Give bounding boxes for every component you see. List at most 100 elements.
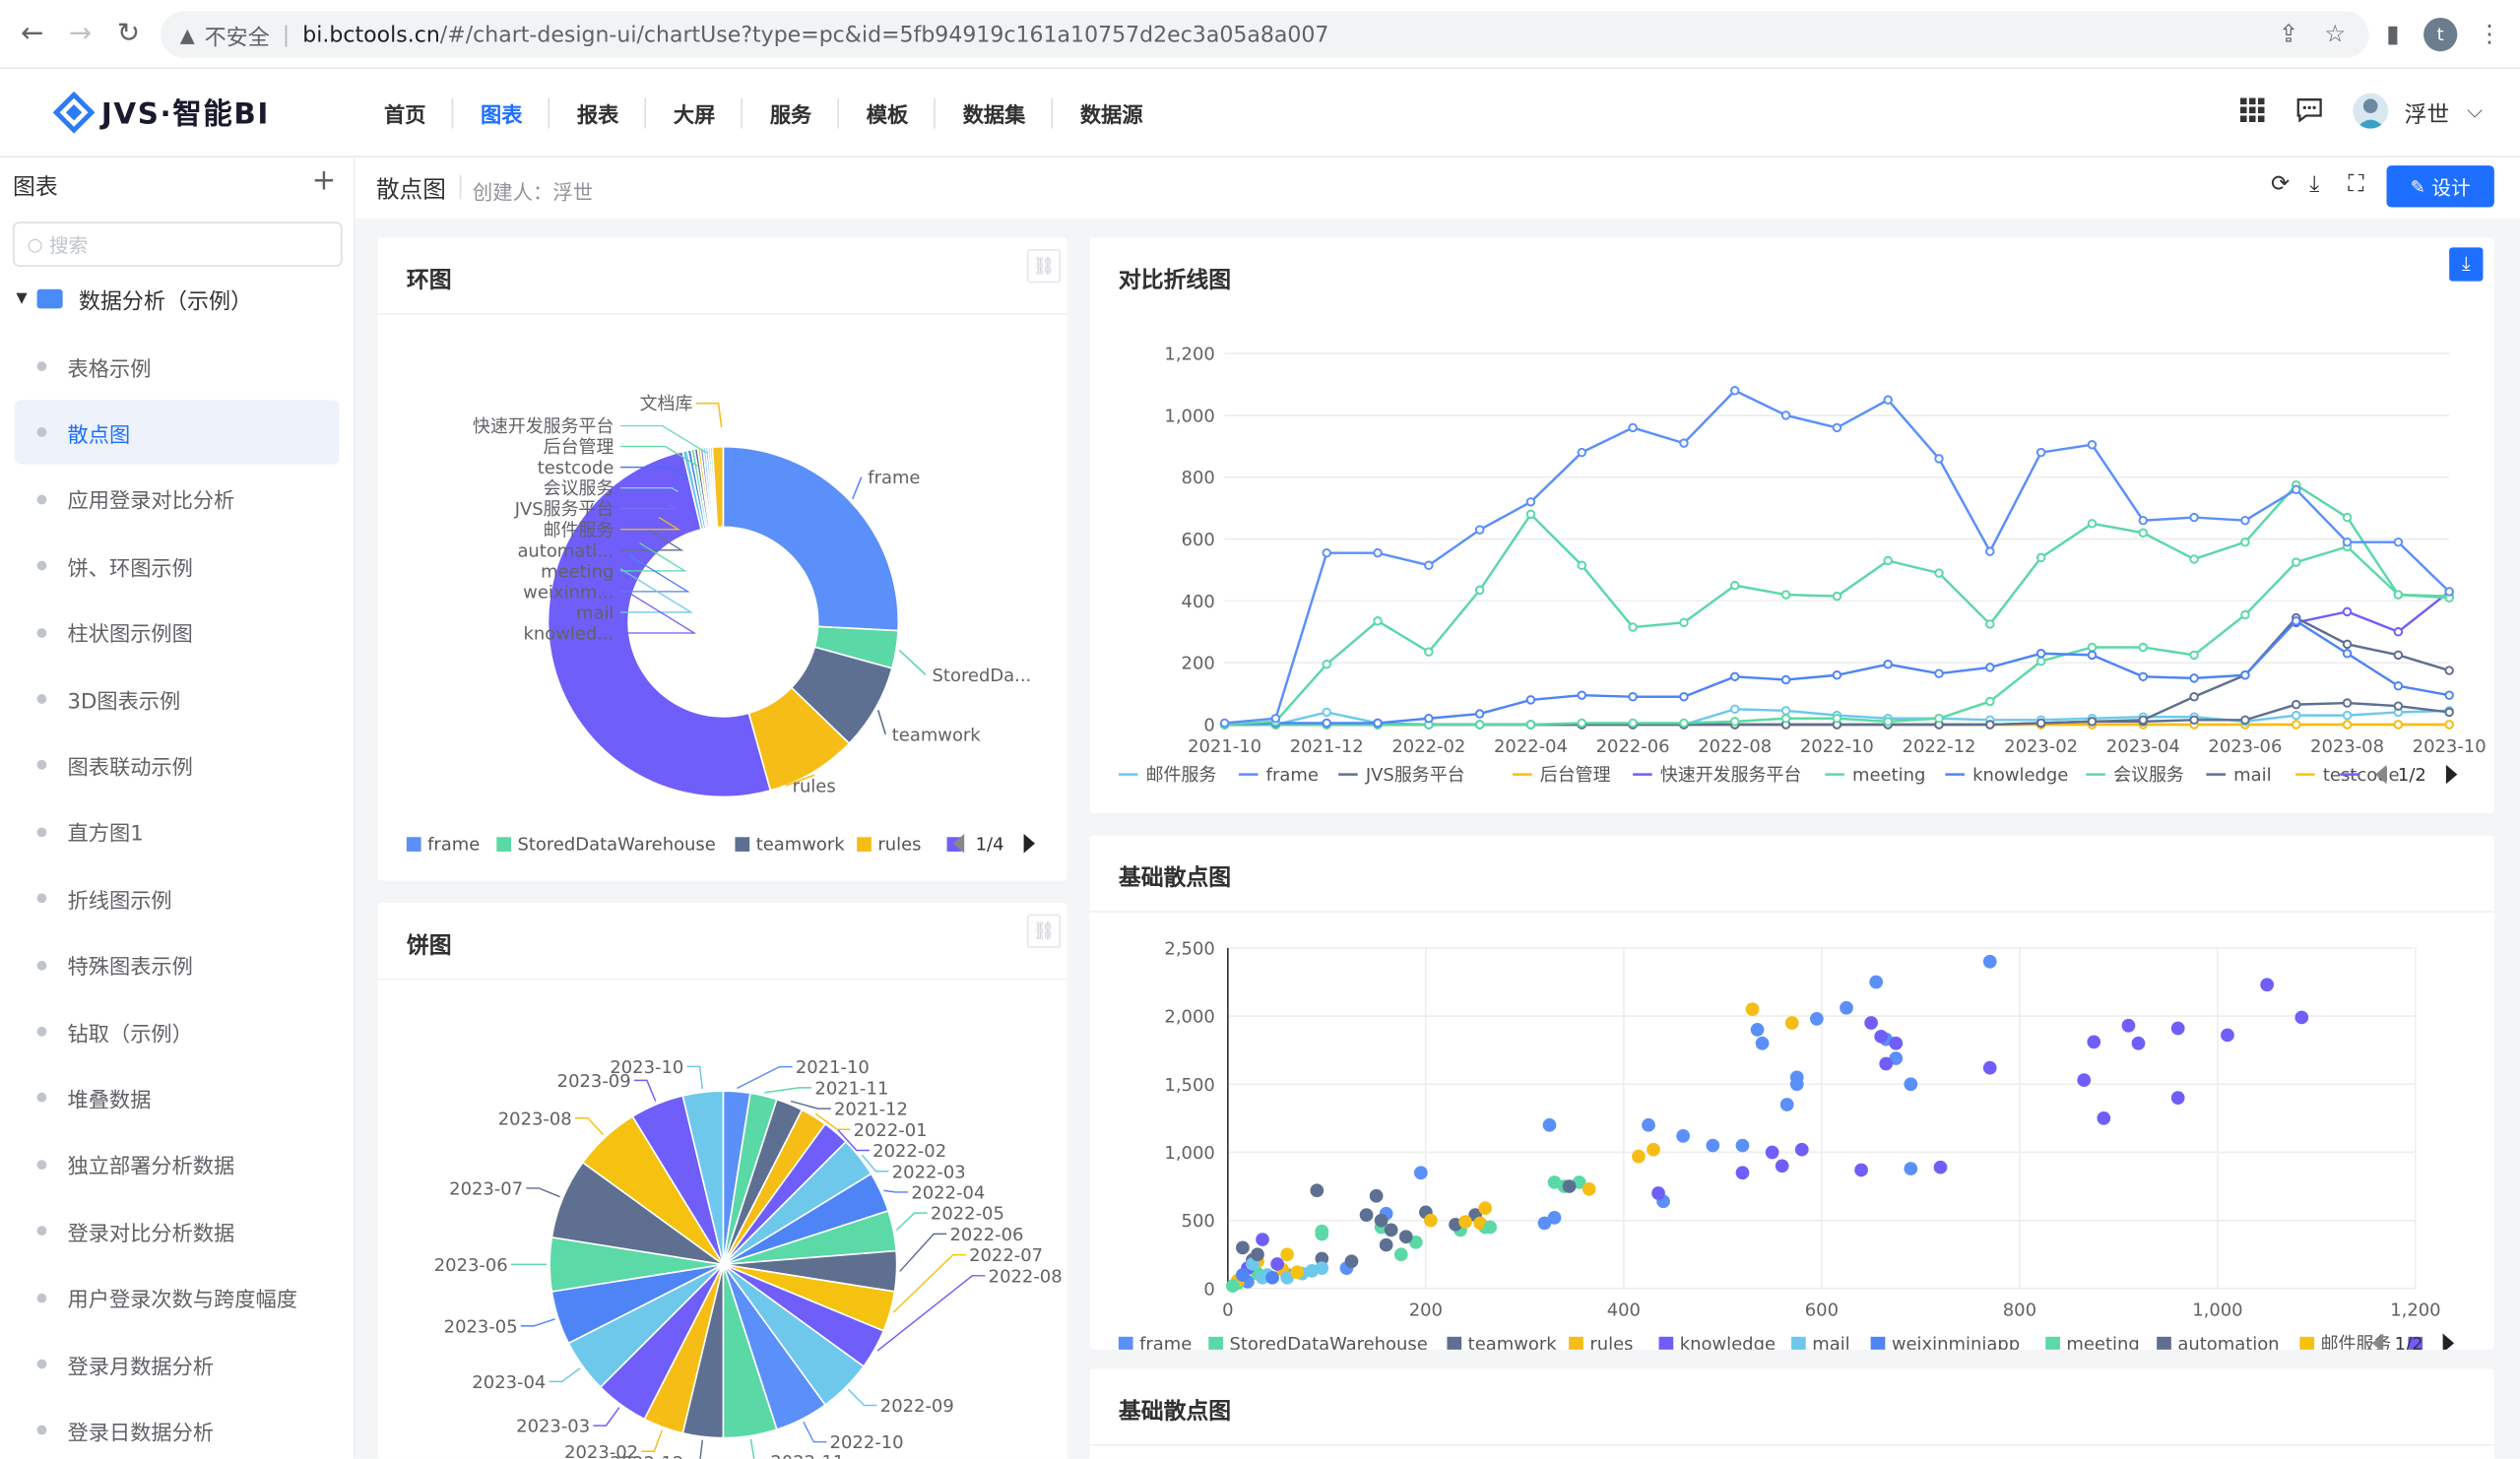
series-point	[1832, 422, 1842, 433]
series-point	[1730, 580, 1740, 591]
share-icon[interactable]: ⇪	[2278, 19, 2299, 48]
sidebar-item[interactable]: 散点图	[14, 401, 340, 466]
x-tick-label: 2022-12	[1903, 736, 1976, 757]
sidebar-item[interactable]: 应用登录对比分析	[15, 468, 340, 532]
download-icon[interactable]: ⤓	[2309, 171, 2320, 198]
sidebar-item[interactable]: 柱状图示例图	[15, 601, 340, 665]
sidebar-item[interactable]: 堆叠数据	[15, 1066, 340, 1130]
y-tick-label: 1,500	[1164, 1075, 1214, 1096]
legend-swatch	[406, 837, 421, 852]
series-point	[1832, 714, 1842, 724]
ring-leader	[619, 466, 688, 479]
scatter-point	[1765, 1145, 1779, 1160]
pager-next-icon	[2442, 1333, 2455, 1350]
series-point	[2087, 642, 2098, 653]
app-logo[interactable]: JVS·智能BI	[52, 92, 270, 134]
scatter-point	[1904, 1077, 1918, 1092]
scatter-point	[2170, 1091, 2185, 1105]
sidebar-item[interactable]: 用户登录次数与跨度幅度	[15, 1265, 340, 1329]
nav-item[interactable]: 数据集	[936, 69, 1054, 158]
legend-swatch	[2408, 1336, 2423, 1350]
search-input[interactable]: ○ 搜索	[13, 222, 343, 267]
back-icon[interactable]: ←	[21, 17, 44, 50]
chevron-down-icon[interactable]: ⌵	[2467, 99, 2484, 124]
pie-slice-label: 2022-03	[892, 1162, 966, 1182]
user-name[interactable]: 浮世	[2404, 102, 2450, 129]
apps-grid-icon[interactable]	[2240, 97, 2265, 129]
sidebar-item[interactable]: 折线图示例	[15, 866, 340, 930]
series-point	[2291, 720, 2301, 730]
legend-label: meeting	[1852, 765, 1925, 786]
sidebar-item[interactable]: 登录月数据分析	[15, 1332, 340, 1396]
series-point	[2138, 642, 2149, 653]
ring-chart: frame StoredDa... teamwork rules 快速开发服务平台后台管…	[406, 394, 1036, 855]
address-bar[interactable]: ▲ 不安全 | bi.bctools.cn/#/chart-design-ui/…	[161, 11, 2369, 58]
design-button[interactable]: ✎ 设计	[2386, 165, 2494, 208]
scatter-point	[1393, 1247, 1408, 1262]
series-point	[1679, 438, 1689, 448]
reload-icon[interactable]: ↻	[116, 17, 141, 50]
browser-menu-icon[interactable]: ⋮	[2477, 19, 2502, 48]
series-point	[2087, 650, 2098, 661]
sidebar-item[interactable]: 钻取（示例）	[15, 999, 340, 1063]
add-icon[interactable]: +	[311, 163, 337, 198]
sidebar-item[interactable]: 登录对比分析数据	[15, 1199, 340, 1263]
nav-item[interactable]: 服务	[743, 69, 840, 158]
nav-item[interactable]: 大屏	[646, 69, 743, 158]
sidebar-item[interactable]: 特殊图表示例	[15, 933, 340, 997]
fullscreen-icon[interactable]: ⛶	[2348, 171, 2364, 198]
refresh-icon[interactable]: ⟳	[2271, 171, 2291, 198]
download-icon[interactable]: ⤓	[2449, 247, 2484, 282]
x-tick-label: 2022-02	[1391, 736, 1465, 757]
link-icon[interactable]: ⛓	[1026, 914, 1062, 948]
y-tick-label: 500	[1182, 1211, 1215, 1232]
pager-prev-icon	[2375, 764, 2387, 785]
legend-label: 快速开发服务平台	[1660, 765, 1802, 786]
tree-folder[interactable]: ▼ 数据分析（示例）	[16, 283, 252, 315]
link-icon[interactable]: ⛓	[1026, 248, 1062, 284]
message-icon[interactable]	[2296, 98, 2322, 129]
bookmark-star-icon[interactable]: ☆	[2324, 19, 2347, 48]
series-point	[2240, 670, 2250, 680]
sidebar-item-label: 登录对比分析数据	[67, 1222, 235, 1246]
sidebar-item[interactable]: 图表联动示例	[15, 733, 340, 797]
sidebar-item[interactable]: 独立部署分析数据	[15, 1132, 340, 1196]
ring-slice-label: knowled...	[524, 624, 614, 645]
forward-icon[interactable]: →	[68, 17, 93, 50]
scatter-point	[2087, 1035, 2101, 1049]
legend-label: 会议服务	[2113, 765, 2184, 786]
user-avatar[interactable]	[2353, 93, 2389, 129]
sidebar-item-label: 柱状图示例图	[67, 623, 193, 648]
caret-down-icon[interactable]: ▼	[16, 290, 28, 307]
pie-leader	[803, 1422, 827, 1443]
series-point	[1780, 590, 1791, 600]
pie-slice-label: 2021-11	[814, 1078, 888, 1099]
series-point	[2138, 671, 2149, 682]
nav-item[interactable]: 报表	[549, 69, 647, 158]
sidebar-item[interactable]: 直方图1	[15, 799, 340, 863]
page-title: 散点图	[375, 178, 446, 205]
nav-item[interactable]: 数据源	[1079, 104, 1143, 129]
scatter-point	[1582, 1181, 1596, 1196]
ring-slice	[547, 450, 772, 798]
series-point	[1270, 714, 1281, 724]
nav-item[interactable]: 模板	[839, 69, 937, 158]
ring-slice-label: 后台管理	[544, 437, 614, 458]
legend-swatch	[1791, 1336, 1806, 1350]
pie-slice-label: 2023-08	[498, 1109, 572, 1129]
legend-label: knowledge	[1680, 1334, 1776, 1350]
pie-leader	[764, 1087, 812, 1094]
pie-slice-label: 2023-05	[444, 1316, 518, 1337]
profile-avatar[interactable]: t	[2423, 17, 2458, 52]
sidebar-item[interactable]: 饼、环图示例	[15, 534, 340, 598]
series-point	[1628, 622, 1638, 632]
sidebar-item[interactable]: 登录日数据分析	[15, 1398, 340, 1458]
sidebar-item[interactable]: 3D图表示例	[15, 666, 340, 730]
series-point	[1985, 696, 1995, 707]
side-panel-icon[interactable]: ▮	[2386, 19, 2400, 48]
nav-item[interactable]: 图表	[453, 69, 550, 158]
series-point	[2444, 587, 2454, 597]
y-tick-label: 400	[1182, 592, 1215, 612]
nav-item[interactable]: 首页	[356, 69, 454, 158]
sidebar-item[interactable]: 表格示例	[15, 334, 340, 398]
